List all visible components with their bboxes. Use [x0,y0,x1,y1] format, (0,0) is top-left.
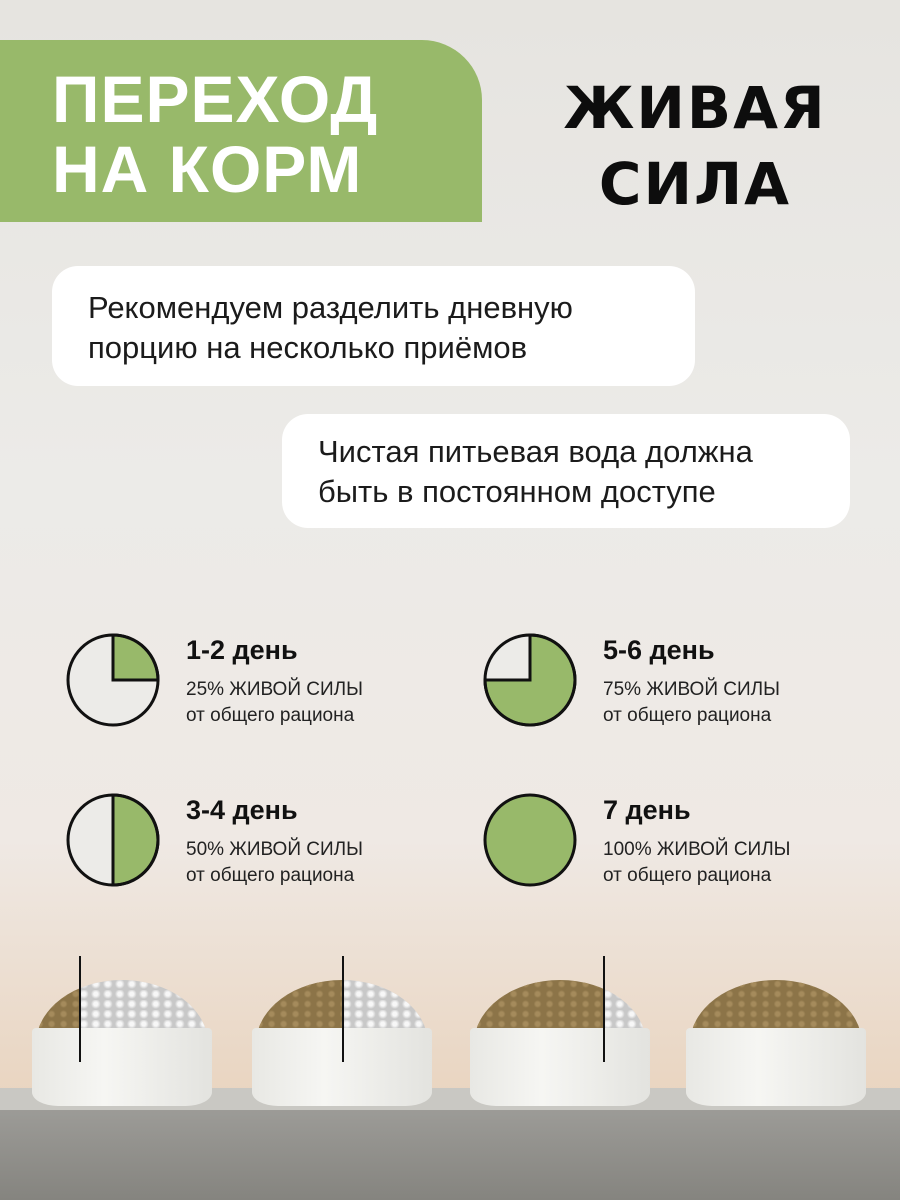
bowl-cup [470,1028,650,1106]
food-bowl [470,956,650,1106]
page-title: ПЕРЕХОД НА КОРМ [52,64,378,204]
pie-background [485,795,575,885]
brand-logo: ЖИВАЯ СИЛА [560,70,830,222]
step-title: 1-2 день [186,635,298,665]
step-title: 5-6 день [603,635,715,665]
bowl-cup [686,1028,866,1106]
food-bowl [686,960,866,1106]
tip-text: быть в постоянном доступе [318,474,716,509]
step-title: 3-4 день [186,795,298,825]
pie-chart-icon [66,633,160,727]
divider-line [79,956,81,1062]
bowl-cup [32,1028,212,1106]
tip-bubble-portions: Рекомендуем разделить дневную порцию на … [52,266,695,386]
pie-chart-icon [483,633,577,727]
food-bowl [32,956,212,1106]
shelf [0,1110,900,1200]
tip-text: Рекомендуем разделить дневную [88,290,573,325]
tip-text: порцию на несколько приёмов [88,330,528,365]
step-subtitle: 100% ЖИВОЙ СИЛЫ от общего рациона [603,839,791,886]
step-title: 7 день [603,795,691,825]
pie-slice [111,793,160,887]
title-line-1: ПЕРЕХОД [52,62,379,136]
brand-line-2: СИЛА [598,150,792,218]
tip-bubble-water: Чистая питьевая вода должна быть в посто… [282,414,850,528]
step-subtitle: 75% ЖИВОЙ СИЛЫ от общего рациона [603,679,780,726]
step-subtitle: 25% ЖИВОЙ СИЛЫ от общего рациона [186,679,363,726]
pie-outline [66,793,160,887]
brand-line-1: ЖИВАЯ [563,74,827,142]
divider-line [342,956,344,1062]
step-1-2: 1-2 день 25% ЖИВОЙ СИЛЫ от общего рациона [66,633,426,733]
food-bowl [252,956,432,1106]
pie-outline [483,793,577,887]
pie-outline [66,633,160,727]
pie-chart-icon [483,793,577,887]
header-banner [0,40,482,222]
tip-text: Чистая питьевая вода должна [318,434,753,469]
divider-line [603,956,605,1062]
step-5-6: 5-6 день 75% ЖИВОЙ СИЛЫ от общего рациона [483,633,843,733]
pie-outline [483,633,577,727]
pie-chart-icon [66,793,160,887]
step-subtitle: 50% ЖИВОЙ СИЛЫ от общего рациона [186,839,363,886]
title-line-2: НА КОРМ [52,132,363,206]
step-3-4: 3-4 день 50% ЖИВОЙ СИЛЫ от общего рациона [66,793,426,893]
step-7: 7 день 100% ЖИВОЙ СИЛЫ от общего рациона [483,793,843,893]
